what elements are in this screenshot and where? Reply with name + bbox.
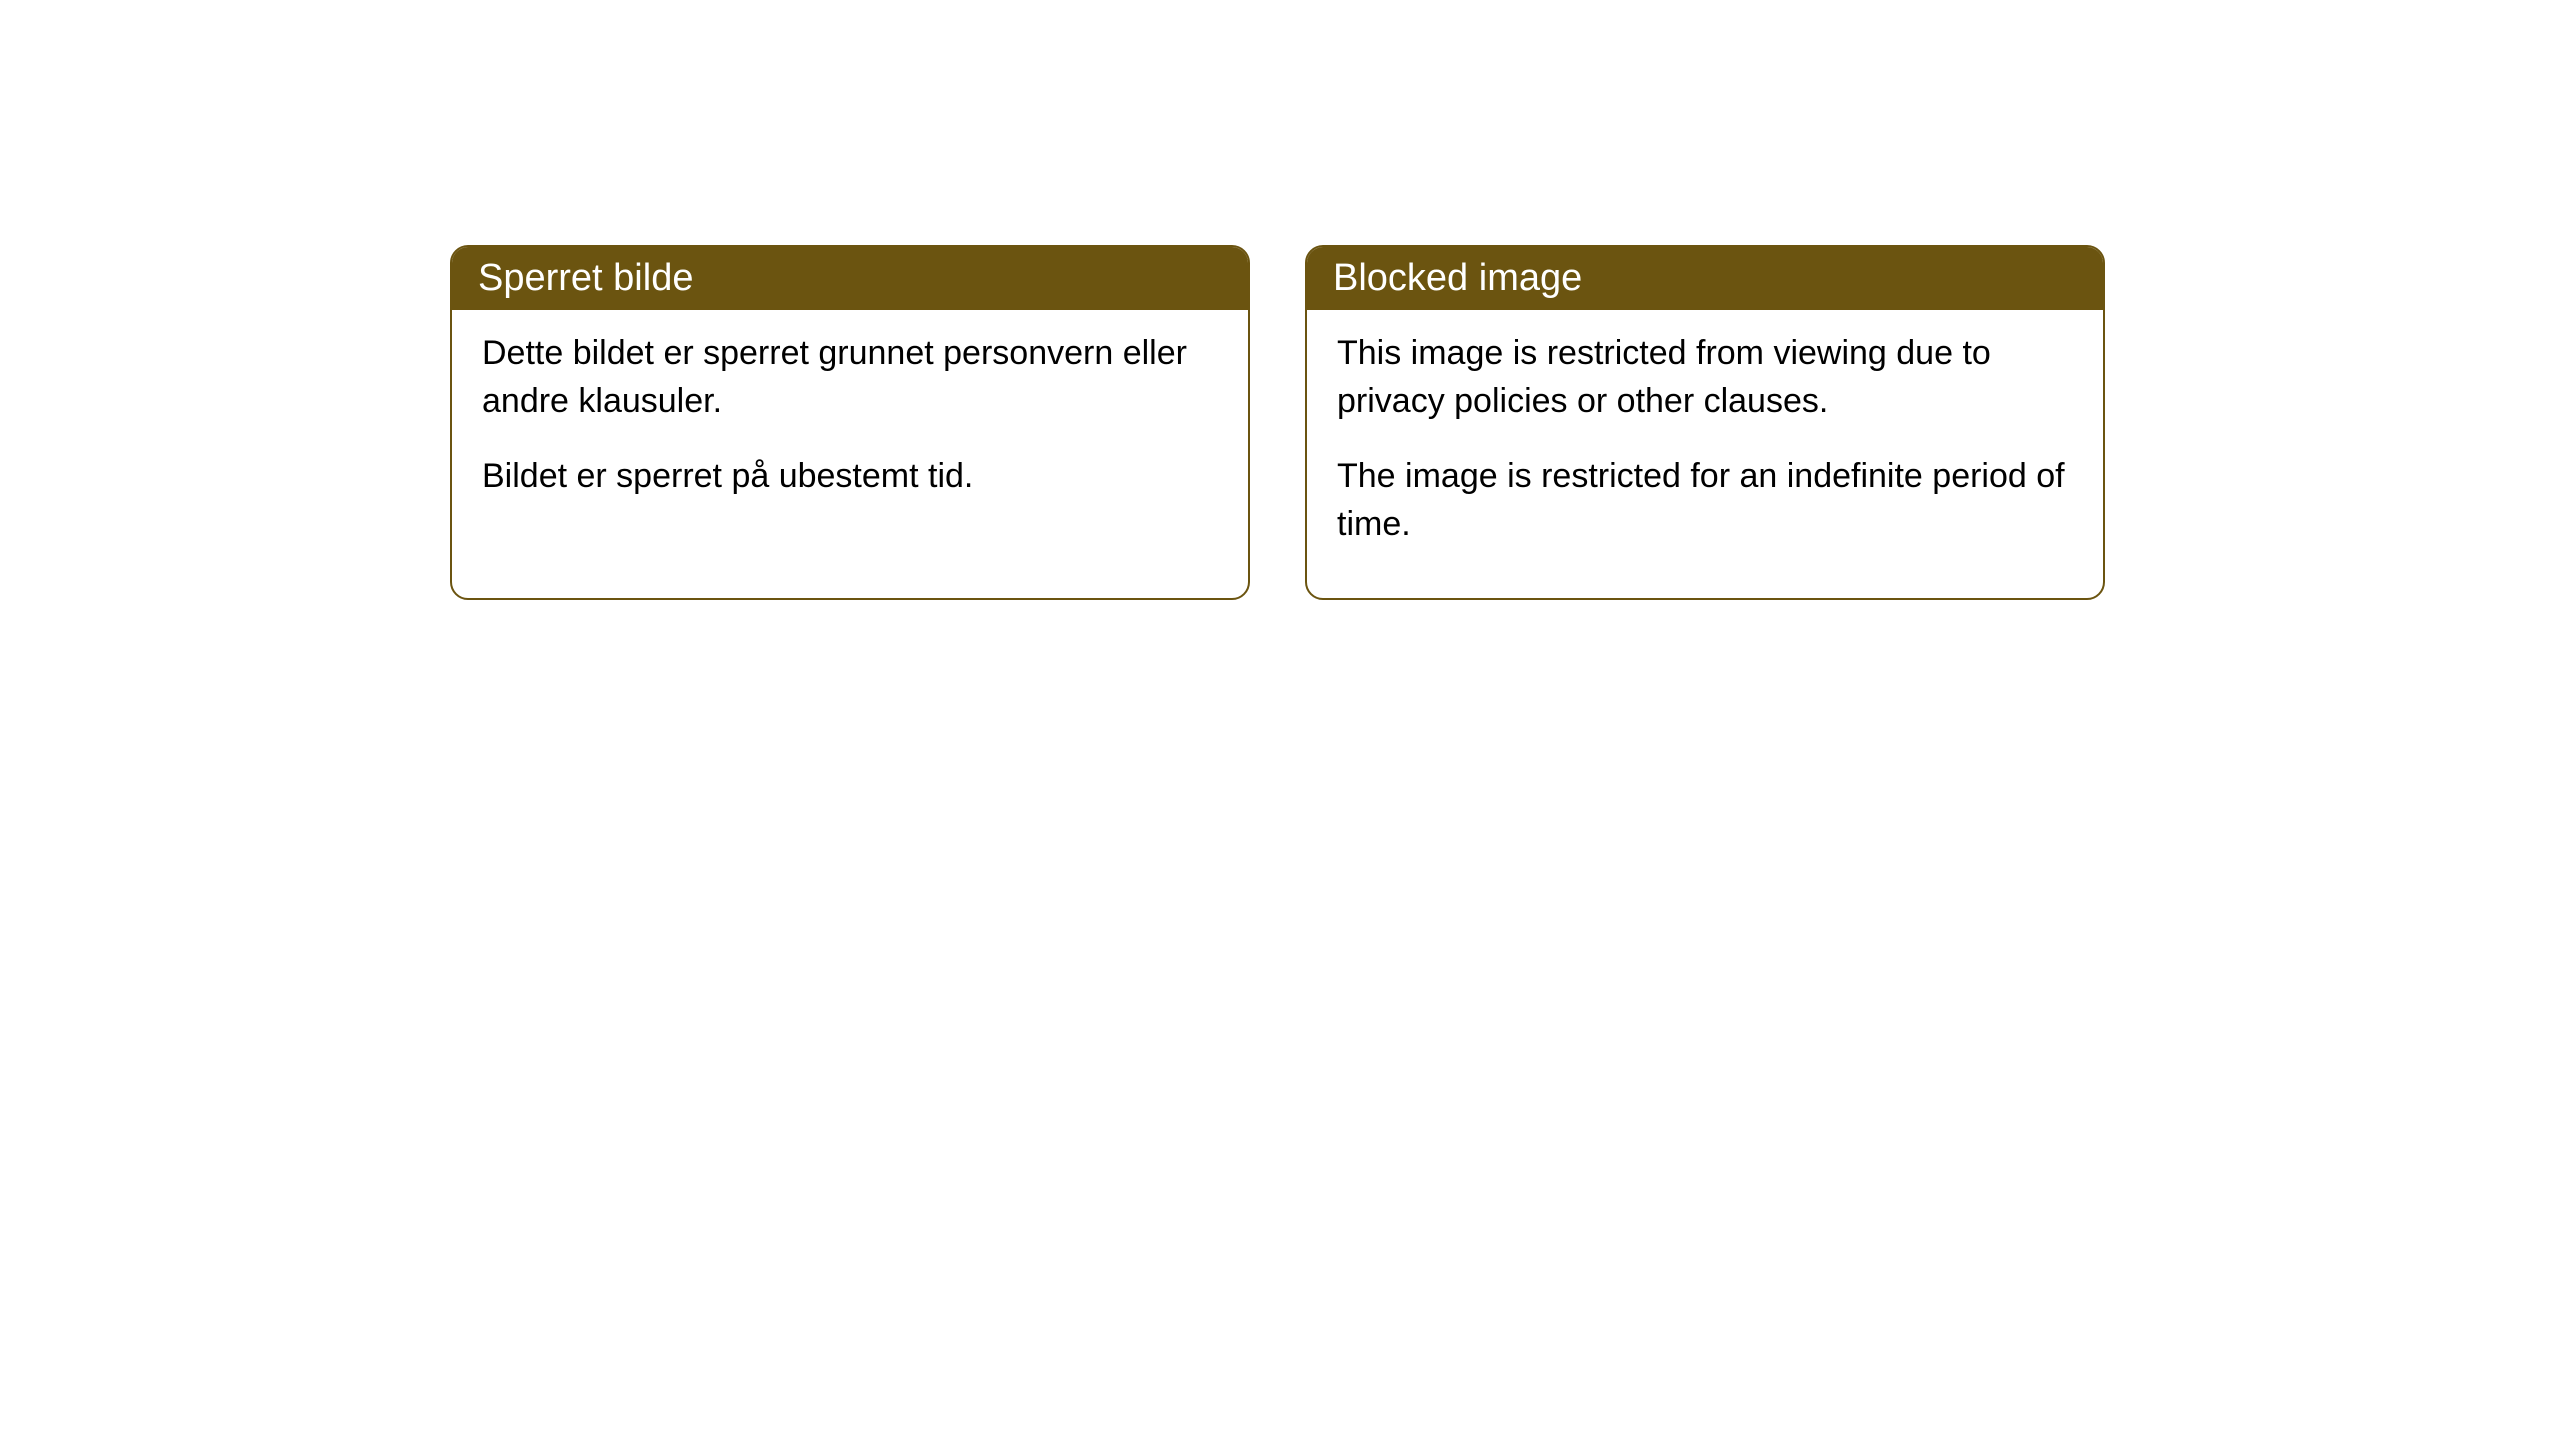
card-body-paragraph: This image is restricted from viewing du… — [1337, 330, 2073, 425]
card-body: This image is restricted from viewing du… — [1307, 310, 2103, 598]
blocked-image-card-english: Blocked image This image is restricted f… — [1305, 245, 2105, 600]
card-body-paragraph: Bildet er sperret på ubestemt tid. — [482, 453, 1218, 501]
card-header-title: Sperret bilde — [452, 247, 1248, 310]
card-body-paragraph: Dette bildet er sperret grunnet personve… — [482, 330, 1218, 425]
card-body-paragraph: The image is restricted for an indefinit… — [1337, 453, 2073, 548]
card-body: Dette bildet er sperret grunnet personve… — [452, 310, 1248, 551]
notice-cards-container: Sperret bilde Dette bildet er sperret gr… — [450, 245, 2105, 600]
blocked-image-card-norwegian: Sperret bilde Dette bildet er sperret gr… — [450, 245, 1250, 600]
card-header-title: Blocked image — [1307, 247, 2103, 310]
